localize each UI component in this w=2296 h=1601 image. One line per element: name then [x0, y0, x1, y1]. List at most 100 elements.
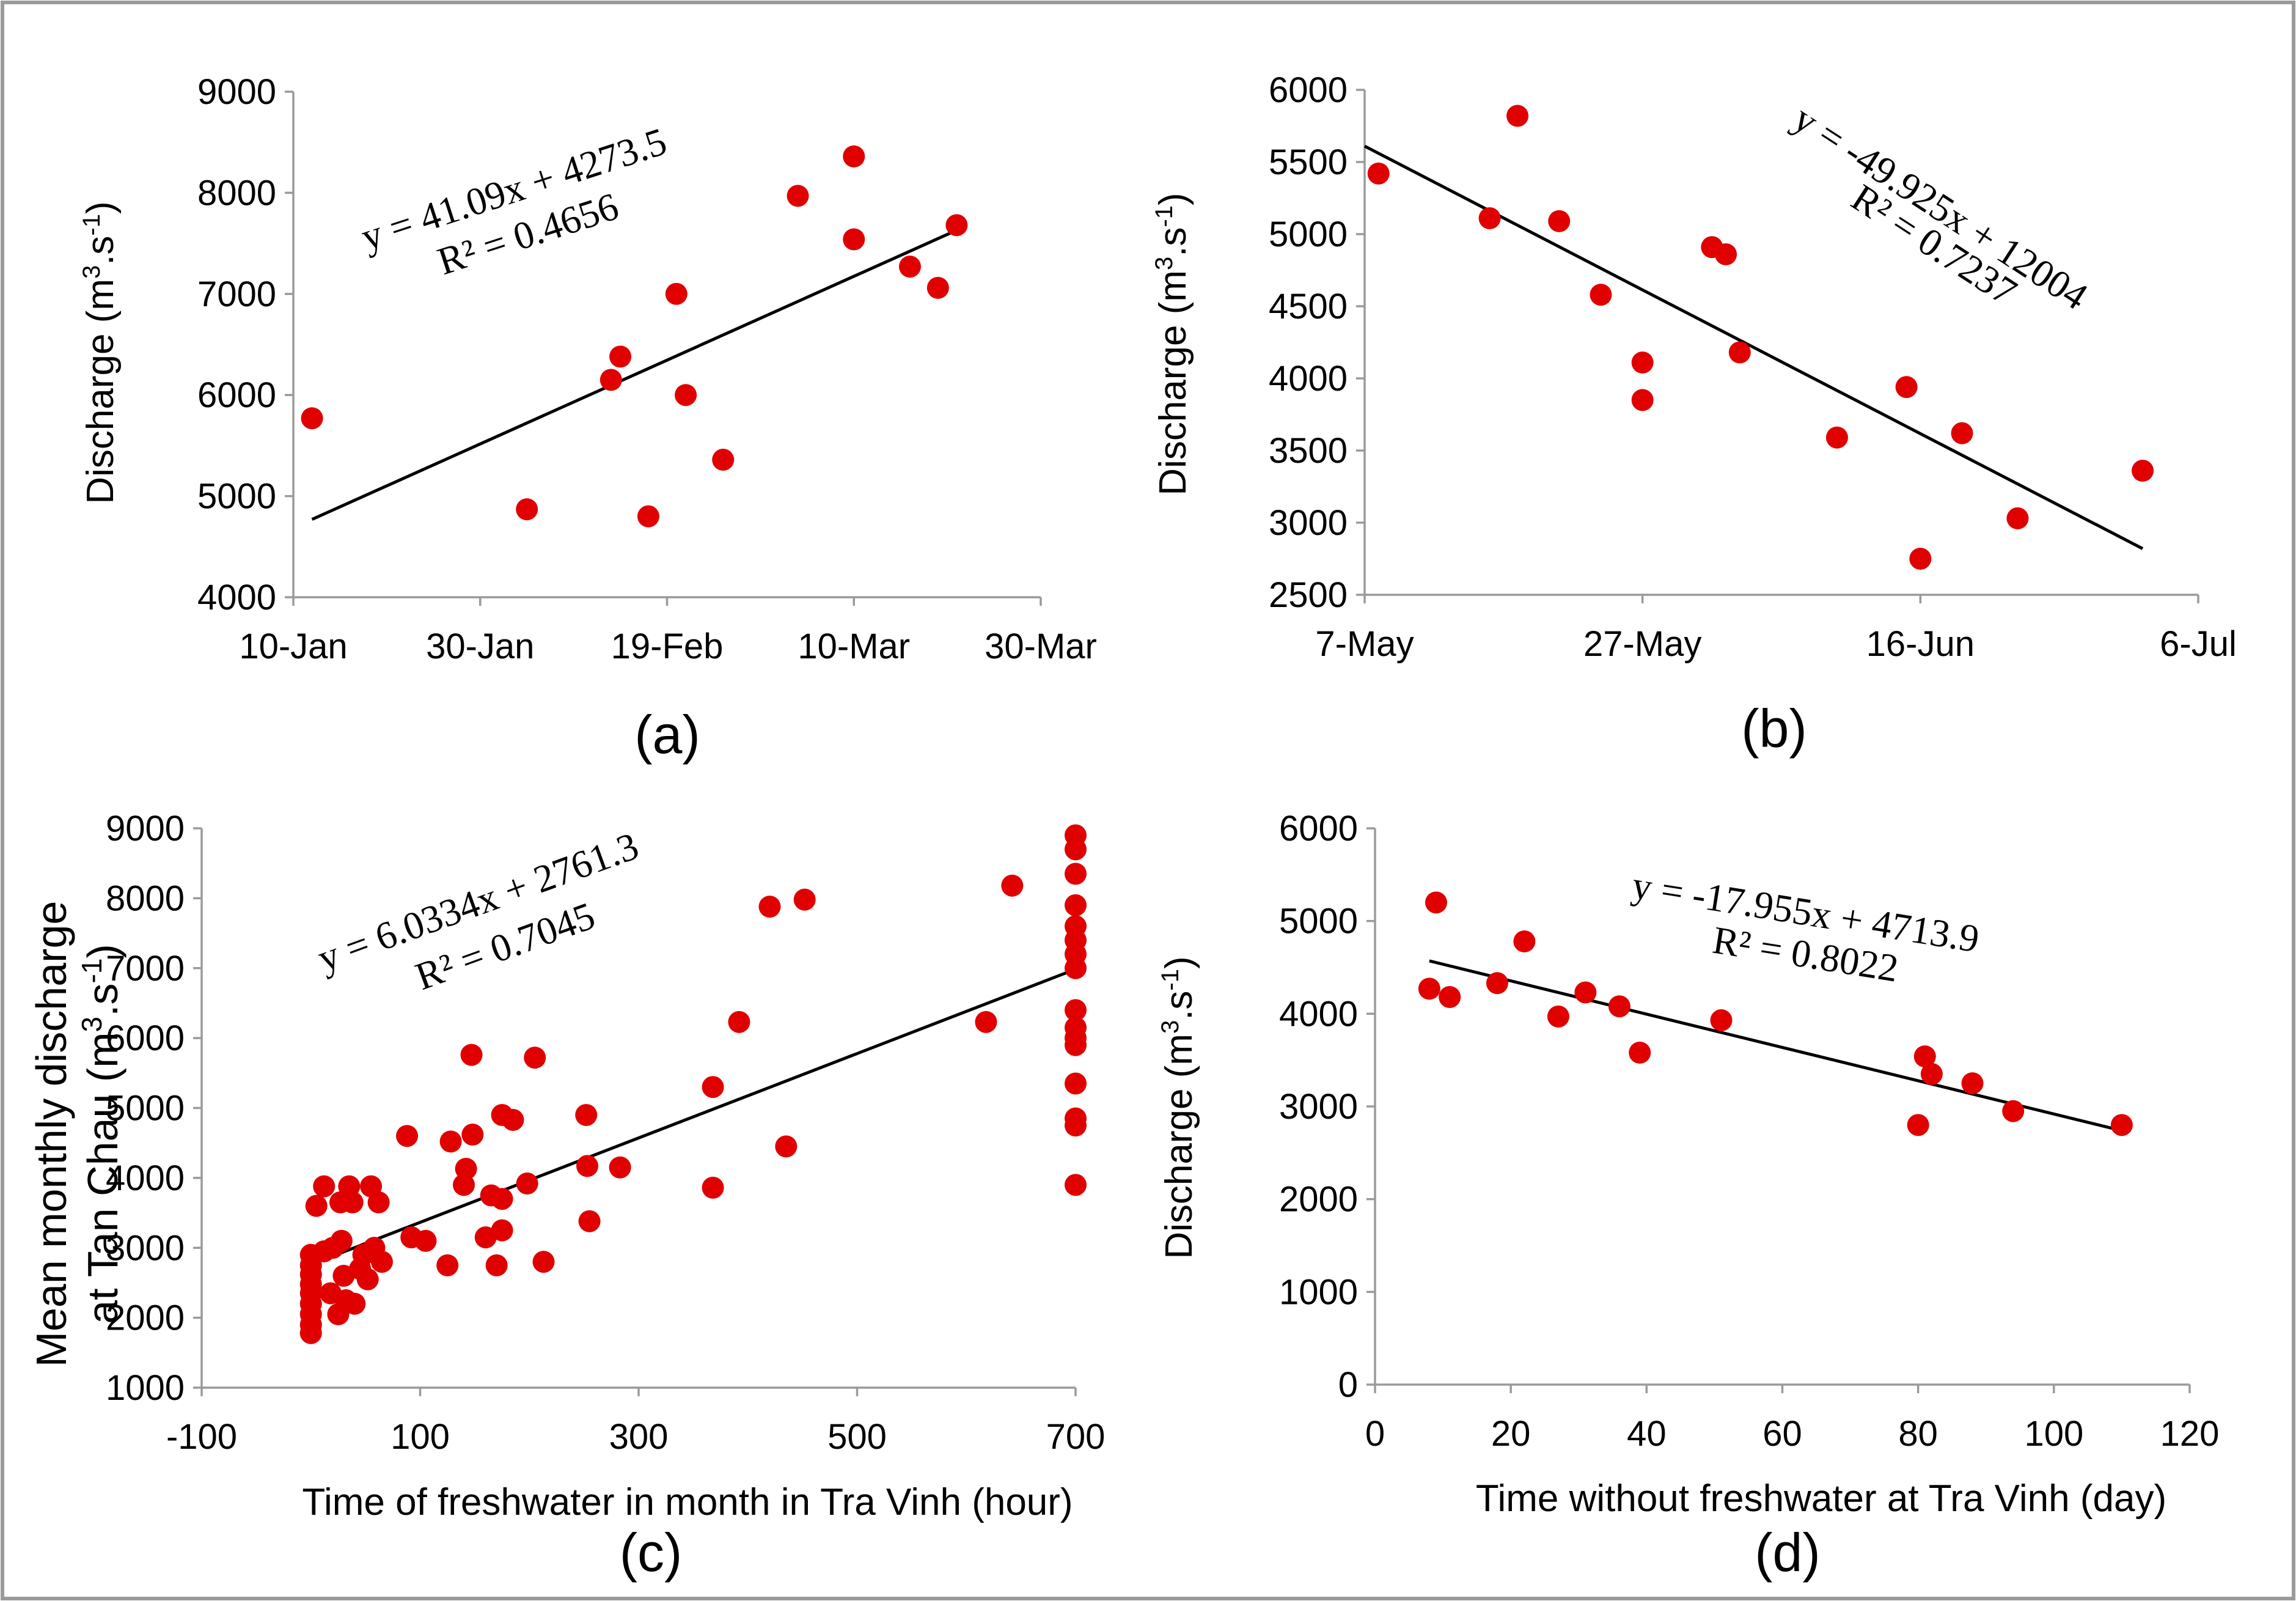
panel-c-data-point [1065, 894, 1087, 916]
panel-c-label: (c) [620, 1522, 683, 1583]
panel-d-x-tick-label: 120 [2160, 1414, 2220, 1454]
panel-c-y-axis-label-line1: Mean monthly discharge [28, 901, 75, 1367]
panel-c-data-point [343, 1292, 366, 1315]
panel-c-data-point [453, 1174, 475, 1196]
panel-c-y-tick-label: 6000 [106, 1018, 185, 1058]
panel-c-y-tick-label: 3000 [106, 1228, 185, 1268]
panel-a-data-point [787, 185, 809, 207]
panel-d-data-point [1574, 981, 1597, 1004]
panel-d-x-tick-label: 20 [1491, 1414, 1531, 1454]
panel-a-x-tick-label: 10-Jan [239, 627, 347, 666]
panel-a-y-tick-label: 5000 [197, 477, 276, 517]
panel-a-y-label-sup1: 3 [78, 265, 105, 279]
panel-b-data-point [1631, 351, 1654, 374]
panel-d-data-point [1513, 930, 1536, 953]
panel-d-y-axis-label: Discharge (m3.s-1) [1157, 956, 1200, 1259]
panel-a-data-point [712, 449, 735, 471]
panel-a-data-point [898, 256, 921, 278]
panel-a-data-point [843, 145, 865, 167]
panel-a-trendline [311, 229, 958, 521]
panel-d-y-tick-label: 2000 [1279, 1180, 1358, 1220]
panel-d-x-tick-label: 100 [2024, 1414, 2083, 1454]
panel-d-data-point [1486, 972, 1508, 995]
panel-b-y-tick-label: 4500 [1269, 287, 1348, 326]
panel-d-marks: 0 1000 2000 3000 4000 5000 6000 0 20 40 60 80 100 120 [1279, 809, 2219, 1454]
panel-c-y-tick-label: 9000 [106, 809, 185, 848]
panel-a-y-axis-label: Discharge (m3.s-1) [78, 201, 122, 504]
panel-b-data-point [1367, 162, 1390, 185]
panel-b-y-tick-label: 3000 [1269, 503, 1348, 543]
panel-c-data-point [356, 1268, 379, 1290]
panel-c-y-tick-label: 4000 [106, 1158, 185, 1198]
panel-c-data-point [502, 1108, 524, 1131]
panel-c-x-tick-label: 700 [1046, 1417, 1106, 1457]
panel-c-data-point [370, 1251, 393, 1273]
panel-d-data-point [1961, 1072, 1984, 1095]
panel-c-data-point [758, 896, 781, 918]
panel-d-trendline [1429, 959, 2122, 1133]
panel-a-data-point [945, 214, 968, 237]
panel-c-data-point [491, 1188, 513, 1210]
panel-a-y-tick-label: 9000 [197, 72, 276, 112]
panel-d-y-tick-label: 5000 [1279, 902, 1358, 941]
panel-c-y-label-part3: ) [79, 944, 127, 958]
panel-c-data-point [439, 1130, 462, 1153]
chart-panel-b: 2500 3000 3500 4000 4500 5000 5500 6000 7-May 27-… [1151, 70, 2237, 759]
panel-c-data-point [1065, 1072, 1087, 1095]
panel-c-y-axis-label-line2: at Tan Chau (m3.s-1) [76, 944, 127, 1324]
panel-c-data-point [330, 1229, 353, 1252]
panel-d-x-axis-label: Time without freshwater at Tra Vinh (day… [1476, 1478, 2166, 1520]
panel-b-data-point [1548, 210, 1571, 232]
panel-b-data-point [1715, 243, 1737, 266]
panel-c-data-point [532, 1251, 555, 1273]
panel-b-marks: 2500 3000 3500 4000 4500 5000 5500 6000 7-May 27-… [1269, 70, 2237, 664]
panel-b-data-point [1909, 548, 1932, 570]
panel-d-data-point [1907, 1114, 1929, 1136]
panel-b-x-tick-label: 6-Jul [2160, 624, 2237, 664]
panel-b-y-label-part1: Discharge (m [1152, 270, 1194, 496]
panel-d-x-tick-label: 0 [1365, 1414, 1385, 1454]
panel-a-data-point [301, 407, 323, 430]
panel-a-data-point [675, 384, 697, 407]
panel-c-x-tick-label: 300 [609, 1417, 669, 1457]
panel-c-data-point [305, 1194, 328, 1217]
panel-a-data-point [665, 282, 688, 305]
panel-b-y-tick-label: 3500 [1269, 431, 1348, 471]
panel-c-x-tick-label: -100 [166, 1417, 237, 1457]
panel-a-x-tick-label: 19-Feb [611, 627, 724, 666]
panel-b-trendline [1363, 144, 2144, 550]
panel-c-trendline [310, 968, 1076, 1266]
panel-c-data-point [702, 1176, 724, 1199]
panel-c-data-point [1065, 1107, 1087, 1130]
panel-b-data-point [1631, 389, 1654, 411]
panel-d-data-point [1913, 1045, 1936, 1068]
panel-c-y-tick-label: 7000 [106, 949, 185, 988]
panel-c-y-tick-label: 1000 [106, 1368, 185, 1408]
panel-c-data-point [455, 1158, 477, 1180]
panel-c-data-point [460, 1043, 483, 1066]
panel-d-data-point [1920, 1062, 1943, 1085]
panel-c-y-label-sup2: -1 [76, 959, 108, 984]
panel-a-x-tick-label: 30-Mar [985, 627, 1097, 666]
panel-b-y-label-sup1: 3 [1151, 257, 1178, 270]
panel-c-data-point [414, 1229, 437, 1252]
panel-d-x-tick-label: 40 [1627, 1414, 1667, 1454]
panel-a-y-label-part1: Discharge (m [79, 279, 122, 504]
panel-d-data-point [1418, 977, 1440, 1000]
panel-b-data-point [1825, 426, 1848, 449]
panel-c-data-point [491, 1219, 513, 1242]
panel-d-x-tick-label: 60 [1762, 1414, 1802, 1454]
panel-c-data-point [516, 1172, 538, 1195]
panel-b-y-tick-label: 5500 [1269, 142, 1348, 182]
panel-c-y-tick-label: 2000 [106, 1298, 185, 1338]
panel-c-data-point [609, 1156, 631, 1179]
panel-c-data-point [367, 1191, 390, 1213]
panel-c-y-label-part1: at Tan Chau (m [79, 1032, 127, 1323]
panel-c-data-point [728, 1010, 750, 1033]
panel-d-y-tick-label: 1000 [1279, 1272, 1358, 1312]
panel-c-data-point [1001, 874, 1024, 897]
panel-c-data-point [313, 1175, 336, 1198]
panel-b-x-tick-label: 16-Jun [1866, 624, 1975, 664]
